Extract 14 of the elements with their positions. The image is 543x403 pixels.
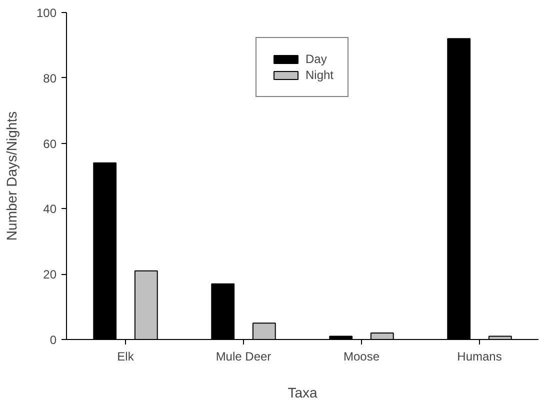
legend-label: Day (305, 52, 327, 66)
y-tick-label: 40 (43, 202, 57, 216)
y-tick-label: 60 (43, 136, 57, 151)
x-tick-label: Humans (457, 350, 502, 364)
y-tick-label: 0 (50, 333, 57, 347)
x-axis-title: Taxa (288, 384, 318, 400)
x-tick-label: Moose (343, 350, 380, 364)
x-tick-label: Mule Deer (216, 350, 272, 364)
y-tick-label: 80 (43, 71, 57, 86)
y-tick-label: 20 (43, 268, 57, 282)
y-axis-title: Number Days/Nights (3, 111, 20, 241)
x-tick-label: Elk (117, 350, 135, 364)
legend-label: Night (305, 68, 334, 82)
y-tick-label: 100 (36, 6, 57, 20)
